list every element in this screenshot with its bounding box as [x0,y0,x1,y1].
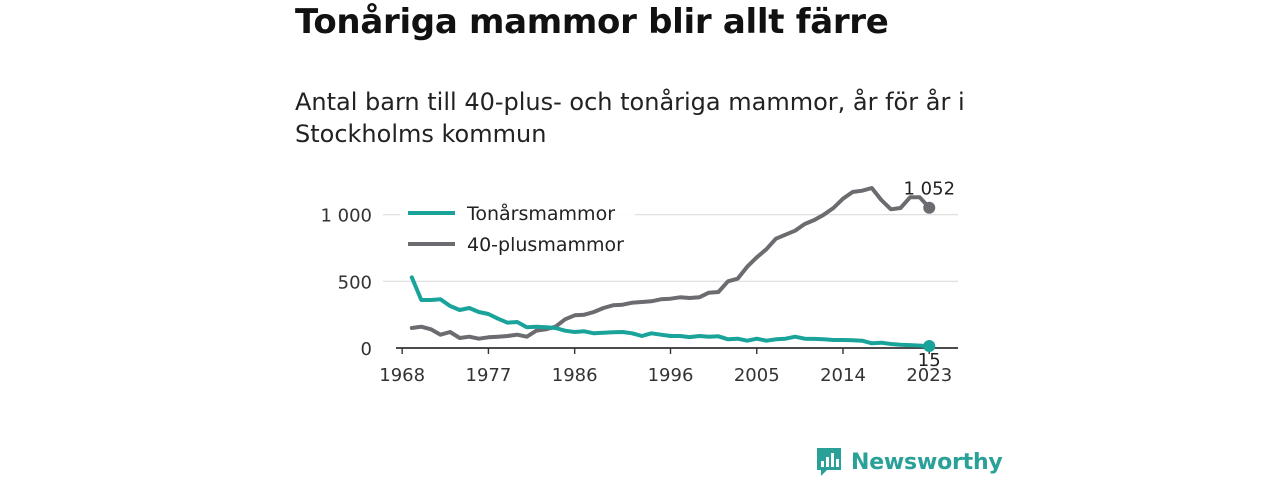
legend-background [400,198,635,262]
x-tick-label: 2005 [734,365,780,386]
chart-subtitle: Antal barn till 40-plus- och tonåriga ma… [295,88,965,148]
x-axis-ticks: 1968 1977 1986 1996 2005 2014 2023 [379,348,952,386]
series-end-point [923,201,936,214]
end-labels: 1 052 15 [903,179,955,371]
legend-label: 40-plusmammor [467,234,624,256]
newsworthy-logo: Newsworthy [815,446,1003,478]
series-lines [409,186,936,352]
chart-title: Tonåriga mammor blir allt färre [295,2,889,42]
brand-name: Newsworthy [851,449,1003,475]
y-tick-label: 1 000 [320,206,372,227]
x-tick-label: 2023 [906,365,952,386]
x-tick-label: 2014 [820,365,866,386]
x-tick-label: 1996 [648,365,694,386]
x-tick-label: 1968 [379,365,425,386]
bar-chart-speech-bubble-icon [817,448,841,476]
end-label-tonarsmammor: 15 [918,350,941,371]
series-line-tonarsmammor [409,275,932,348]
x-tick-label: 1986 [552,365,598,386]
legend-label: Tonårsmammor [466,202,615,225]
y-tick-label: 500 [338,272,372,293]
series-end-point [923,340,936,352]
x-tick-label: 1977 [466,365,512,386]
y-tick-label: 0 [361,339,372,360]
y-axis-ticks: 0 500 1 000 [320,206,372,360]
legend: Tonårsmammor 40-plusmammor [400,198,635,262]
series-line-40-plusmammor [409,186,932,341]
end-label-40-plusmammor: 1 052 [903,179,955,200]
